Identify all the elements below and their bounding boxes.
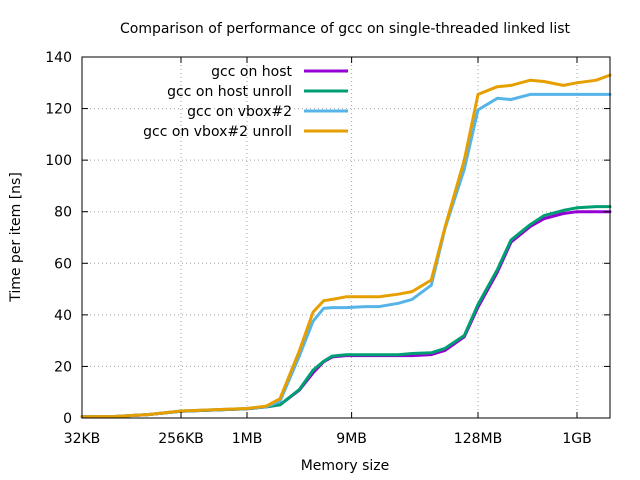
series-line-0 [80,210,612,419]
legend-label: gcc on vbox#2 unroll [143,124,292,140]
series-line-1 [80,205,612,419]
x-tick-label: 1GB [562,431,591,447]
legend-label: gcc on host [211,64,292,80]
y-tick-label: 80 [54,205,72,221]
x-tick-label: 9MB [336,431,367,447]
legend-label: gcc on host unroll [167,84,292,100]
x-tick-label: 128MB [454,431,502,447]
x-axis-label: Memory size [301,458,390,474]
y-tick-label: 60 [54,256,72,272]
chart-title: Comparison of performance of gcc on sing… [120,21,571,37]
y-tick-label: 140 [45,50,72,66]
x-tick-label: 256KB [158,431,204,447]
legend-label: gcc on vbox#2 [187,104,292,120]
series-lines [80,73,612,419]
series-line-2 [80,92,612,419]
y-tick-label: 20 [54,359,72,375]
y-tick-label: 120 [45,102,72,118]
y-axis-label: Time per item [ns] [8,172,24,303]
x-tick-labels: 32KB 256KB 1MB 9MB 128MB 1GB [64,431,592,447]
grid-lines [82,57,610,418]
series-line-3 [80,73,612,419]
axis-ticks [81,56,610,419]
y-tick-label: 40 [54,308,72,324]
x-tick-label: 1MB [232,431,263,447]
legend: gcc on host gcc on host unroll gcc on vbox… [143,64,348,140]
y-tick-label: 100 [45,153,72,169]
x-tick-label: 32KB [64,431,101,447]
plot-frame [81,56,611,419]
y-tick-label: 0 [63,411,72,427]
y-tick-labels: 0 20 40 60 80 100 120 140 [45,50,72,427]
